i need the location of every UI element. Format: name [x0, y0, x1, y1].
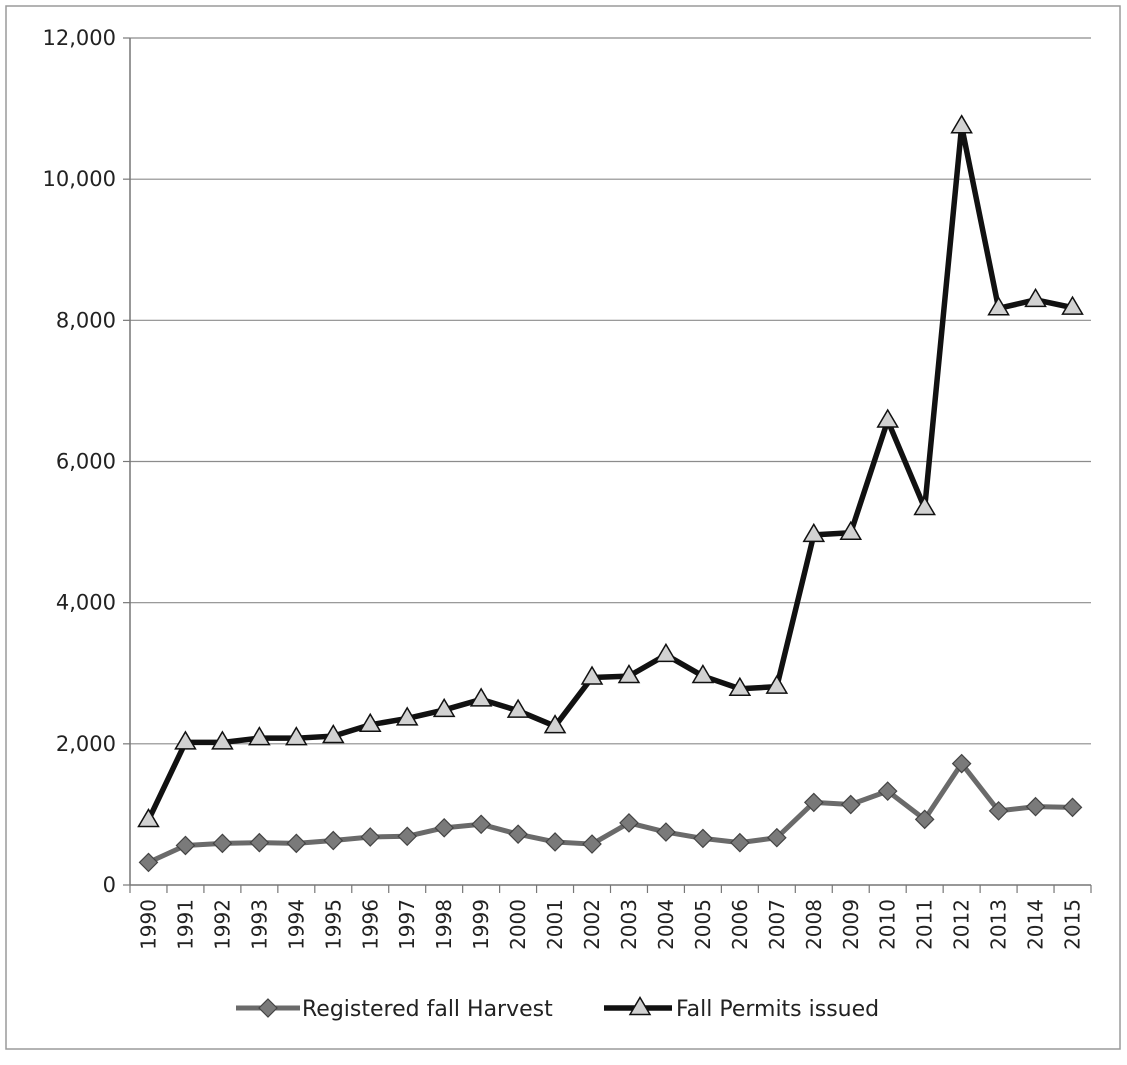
data-point-triangle	[506, 698, 530, 718]
data-point-diamond	[766, 827, 787, 848]
y-tick-label: 10,000	[43, 167, 116, 191]
data-point-diamond	[397, 826, 418, 847]
x-tick-label: 2004	[654, 899, 678, 950]
data-point-triangle	[950, 114, 973, 134]
data-point-triangle	[469, 687, 493, 707]
data-point-diamond	[693, 828, 713, 849]
x-tick-label: 1998	[432, 899, 456, 950]
data-point-diamond	[1062, 797, 1083, 818]
data-point-diamond	[471, 814, 491, 835]
x-tick-label: 2006	[728, 899, 752, 950]
data-point-triangle	[174, 730, 197, 750]
x-tick-label: 2001	[543, 899, 567, 950]
data-point-triangle	[987, 296, 1010, 316]
data-point-triangle	[543, 714, 567, 734]
x-tick-label: 1995	[321, 899, 345, 950]
data-point-triangle	[395, 706, 419, 726]
data-point-diamond	[730, 832, 750, 853]
data-point-diamond	[286, 833, 307, 854]
x-tick-label: 1993	[247, 899, 271, 950]
x-tick-label: 1994	[284, 899, 308, 950]
data-point-triangle	[321, 724, 345, 744]
x-tick-label: 2015	[1061, 899, 1085, 950]
data-point-triangle	[358, 712, 382, 732]
data-point-triangle	[839, 520, 863, 540]
data-point-triangle	[1024, 287, 1047, 308]
legend-label-fall-permits: Fall Permits issued	[676, 997, 879, 1022]
y-tick-label: 12,000	[43, 26, 116, 50]
data-point-diamond	[914, 809, 935, 830]
data-point-diamond	[508, 824, 528, 845]
y-tick-label: 0	[103, 873, 116, 897]
data-point-triangle	[137, 808, 160, 828]
data-point-triangle	[876, 408, 900, 428]
data-point-diamond	[545, 832, 565, 852]
x-tick-label: 2014	[1024, 899, 1048, 950]
x-tick-label: 2002	[580, 899, 604, 950]
x-tick-label: 1997	[395, 899, 419, 950]
data-point-triangle	[617, 664, 641, 684]
gridlines	[130, 37, 1091, 745]
x-tick-label: 2007	[765, 899, 789, 950]
data-point-diamond	[840, 794, 861, 815]
data-point-diamond	[249, 832, 270, 853]
x-tick-label: 2010	[876, 899, 900, 950]
data-point-diamond	[212, 833, 233, 854]
x-tick-label: 2012	[950, 899, 974, 950]
data-point-diamond	[1025, 796, 1046, 817]
data-point-diamond	[434, 817, 455, 838]
data-point-triangle	[628, 995, 652, 1016]
x-tick-label: 1996	[358, 899, 382, 950]
data-point-triangle	[211, 730, 234, 750]
data-point-diamond	[877, 781, 898, 801]
data-point-triangle	[654, 642, 678, 663]
data-point-triangle	[765, 674, 789, 694]
data-point-triangle	[580, 665, 604, 685]
data-point-diamond	[656, 822, 676, 842]
x-tick-label: 1999	[469, 899, 493, 950]
x-tick-label: 2000	[506, 899, 530, 950]
data-point-triangle	[691, 664, 715, 684]
x-tick-label: 2009	[839, 899, 863, 950]
data-point-diamond	[582, 834, 602, 854]
data-point-diamond	[138, 852, 159, 873]
data-point-triangle	[728, 676, 752, 696]
x-axis-ticks: 1990 1991 1992 1993 1994 1995 1996 1997 1998 1999…	[129, 885, 1092, 950]
data-point-diamond	[323, 830, 344, 851]
y-axis-ticks: 0 2,000 4,000 6,000 8,000 10,000 12,000	[43, 26, 130, 897]
y-tick-label: 8,000	[56, 308, 116, 332]
series-group	[137, 114, 1084, 873]
data-point-triangle	[432, 697, 456, 718]
chart-border	[5, 5, 1121, 1050]
data-point-diamond	[951, 753, 972, 774]
y-tick-label: 2,000	[56, 732, 116, 756]
data-point-triangle	[285, 726, 308, 746]
data-point-diamond	[988, 801, 1009, 821]
data-point-triangle	[913, 496, 936, 516]
x-tick-label: 2003	[617, 899, 641, 950]
legend-label-fall-harvest: Registered fall Harvest	[302, 997, 553, 1022]
data-point-triangle	[802, 522, 826, 543]
x-tick-label: 1991	[173, 899, 197, 950]
y-tick-label: 4,000	[56, 591, 116, 615]
x-tick-label: 1992	[210, 899, 234, 950]
x-tick-label: 2013	[987, 899, 1011, 950]
data-point-triangle	[248, 726, 271, 746]
x-tick-label: 2008	[802, 899, 826, 950]
data-point-diamond	[619, 813, 639, 833]
x-tick-label: 2005	[691, 899, 715, 950]
x-tick-label: 1990	[136, 899, 160, 950]
legend: Registered fall Harvest Fall Permits issu…	[236, 995, 879, 1022]
y-tick-label: 6,000	[56, 450, 116, 474]
x-tick-label: 2011	[913, 899, 937, 950]
data-point-triangle	[1061, 295, 1084, 315]
data-point-diamond	[258, 998, 278, 1018]
data-point-diamond	[175, 835, 196, 856]
data-point-diamond	[803, 792, 824, 813]
data-point-diamond	[360, 827, 381, 847]
